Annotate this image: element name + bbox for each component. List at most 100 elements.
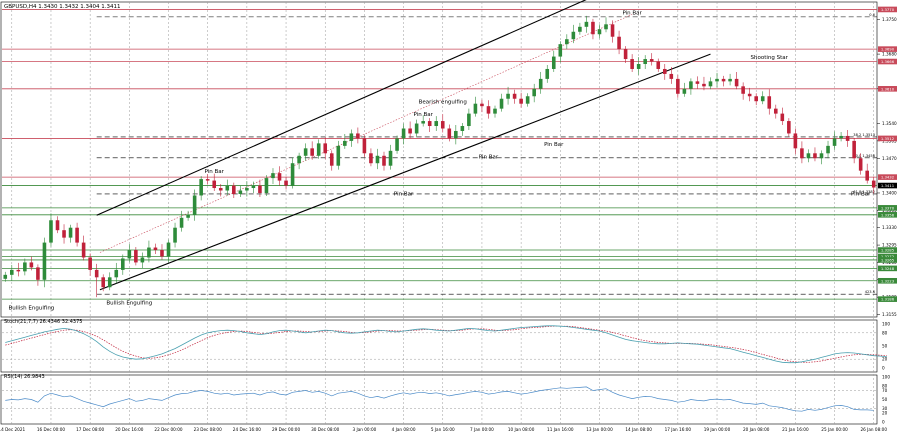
candle-body: [23, 262, 27, 272]
time-tick-label: 19 Jan 00:00: [704, 427, 731, 432]
candle-body: [610, 24, 615, 37]
candle-body: [179, 217, 184, 228]
level-price-label: 1.3223: [881, 278, 895, 283]
candle-body: [75, 227, 79, 243]
fibonacci-level-label: 0.0: [869, 13, 875, 17]
candle-body: [440, 121, 445, 129]
candle-body: [871, 180, 876, 188]
candle-body: [212, 180, 217, 189]
candle-body: [839, 135, 843, 139]
candle-body: [290, 163, 295, 186]
candle-body: [702, 83, 706, 87]
candle-body: [754, 96, 758, 102]
candle-body: [107, 277, 112, 288]
price-tick-label: 1.3750: [882, 17, 897, 22]
candle-body: [153, 247, 158, 251]
candle-body: [323, 143, 328, 154]
candle-body: [682, 88, 687, 94]
candle-body: [467, 113, 471, 127]
candle-body: [493, 108, 497, 114]
candle-body: [858, 158, 863, 171]
candle-body: [81, 242, 86, 258]
pattern-annotation: Pin Bar: [851, 191, 871, 197]
candle-body: [166, 242, 171, 257]
candle-body: [16, 269, 21, 272]
candle-body: [538, 78, 543, 89]
candle-body: [29, 262, 34, 268]
candle-body: [238, 190, 243, 194]
candle-body: [232, 185, 236, 194]
level-price-box: [878, 6, 897, 13]
pattern-annotation: Bearish engulfing: [419, 100, 467, 106]
candle-body: [806, 153, 811, 159]
rsi-tick-label: 30: [882, 406, 888, 411]
candle-body: [447, 128, 452, 139]
rsi-tick-label: 100: [882, 375, 890, 380]
symbol-info-label: GBPUSD,H4 1.3430 1.3432 1.3404 1.3411: [4, 4, 120, 10]
candle-body: [199, 179, 203, 196]
price-tick-label: 1.3680: [882, 52, 897, 57]
channel-middle-line: [99, 14, 633, 253]
stoch-tick-label: 100: [882, 322, 890, 327]
candle-body: [865, 170, 870, 181]
level-price-box: [878, 205, 897, 211]
candle-body: [258, 185, 262, 193]
level-price-label: 1.3690: [881, 47, 895, 52]
candle-body: [630, 59, 634, 69]
candle-body: [813, 153, 817, 159]
candle-body: [297, 155, 301, 164]
candle-body: [62, 230, 66, 238]
level-price-label: 1.3356: [881, 212, 895, 217]
level-price-box: [878, 257, 897, 263]
rsi-tick-label: 80: [882, 384, 888, 389]
candle-body: [617, 36, 621, 50]
candle-body: [852, 140, 856, 159]
time-tick-label: 20 Dec 16:00: [115, 427, 143, 432]
candle-body: [264, 178, 269, 193]
candle-body: [310, 148, 314, 156]
time-tick-label: 13 Jan 00:00: [586, 427, 613, 432]
candle-body: [186, 214, 190, 218]
candle-body: [42, 242, 47, 280]
rsi-panel-frame: [0, 374, 878, 425]
candle-body: [101, 277, 106, 288]
time-tick-label: 30 Dec 08:00: [311, 427, 339, 432]
price-tick-label: 1.3330: [882, 225, 897, 230]
candle-body: [545, 68, 550, 79]
candle-body: [473, 103, 478, 114]
candle-body: [591, 21, 595, 35]
candle-body: [662, 68, 667, 74]
time-tick-label: 5 Jan 16:00: [431, 427, 455, 432]
candle-body: [787, 121, 791, 134]
rsi-line: [5, 386, 874, 412]
time-tick-label: 25 Jan 00:00: [821, 427, 848, 432]
time-tick-label: 3 Jan 00:00: [352, 427, 376, 432]
stochastic-panel: 100 80 50 20 0: [2, 322, 890, 371]
candle-body: [800, 148, 804, 159]
price-tick-label: 1.3470: [882, 156, 897, 161]
time-tick-label: 11 Jan 16:00: [547, 427, 574, 432]
price-tick-label: 1.3400: [882, 190, 897, 195]
candle-body: [277, 173, 282, 181]
candle-body: [604, 24, 608, 30]
level-price-box: [878, 58, 897, 65]
level-price-box: [878, 182, 897, 189]
level-price-label: 1.3432: [881, 175, 895, 180]
candle-body: [336, 145, 341, 166]
rsi-tick-label: 20: [882, 411, 888, 416]
candle-body: [362, 138, 367, 154]
candle-body: [3, 274, 8, 279]
candle-body: [271, 173, 275, 179]
price-tick-label: 1.3155: [882, 312, 897, 317]
time-tick-label: 21 Jan 16:00: [782, 427, 809, 432]
candle-body: [512, 93, 517, 99]
time-tick-label: 10 Jan 08:00: [508, 427, 535, 432]
candle-body: [551, 56, 556, 69]
level-price-box: [878, 277, 897, 284]
candle-body: [728, 78, 732, 82]
candle-body: [205, 179, 210, 181]
price-panel: 1.37501.36801.36101.35401.35051.34701.34…: [0, 0, 897, 425]
candle-body: [532, 88, 536, 97]
channel-lower-line: [99, 53, 711, 291]
